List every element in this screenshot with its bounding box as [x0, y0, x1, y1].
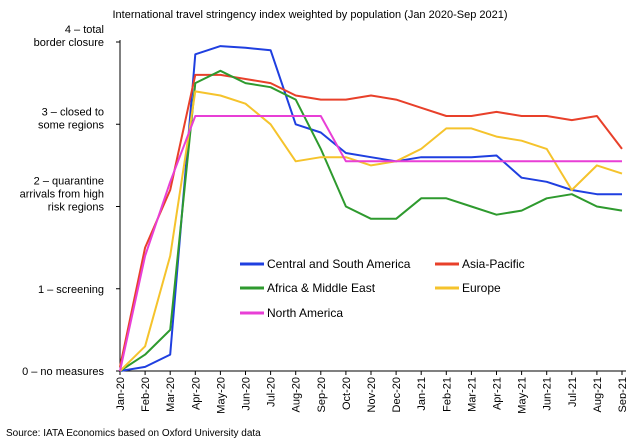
x-tick-label: Sep-21	[617, 377, 626, 412]
x-tick-label: May-21	[517, 377, 529, 414]
x-tick-label: Aug-21	[592, 377, 604, 412]
source: Source: IATA Economics based on Oxford U…	[6, 428, 261, 439]
series-line	[119, 115, 622, 372]
series-line	[119, 73, 623, 368]
x-tick-label: Feb-21	[441, 377, 453, 412]
legend-label: Africa & Middle East	[267, 281, 376, 295]
legend-label: Central and South America	[267, 257, 411, 271]
x-tick-label: Oct-20	[341, 377, 353, 410]
x-tick-label: Aug-20	[291, 377, 303, 412]
y-tick-label: 4 – total border closure	[34, 24, 104, 49]
series-line	[119, 45, 622, 372]
x-tick-label: Feb-20	[140, 377, 152, 412]
y-tick-label: 1 – screening	[38, 284, 104, 296]
legend-label: Europe	[462, 281, 501, 295]
x-tick-label: Mar-21	[466, 377, 478, 412]
legend-label: Asia-Pacific	[462, 257, 525, 271]
x-tick-label: Nov-20	[366, 377, 378, 412]
x-tick-label: Jul-21	[567, 377, 579, 407]
x-tick-label: Apr-21	[492, 377, 504, 410]
x-tick-label: May-20	[215, 377, 227, 414]
x-tick-label: Jun-21	[542, 377, 554, 411]
y-tick-label: 0 – no measures	[22, 366, 104, 378]
series-line	[119, 69, 623, 372]
y-tick-label: 2 – quarantine arrivals from high risk reg…	[20, 176, 105, 214]
x-tick-label: Mar-20	[165, 377, 177, 412]
x-tick-label: Jul-20	[266, 377, 278, 407]
x-tick-label: Dec-20	[391, 377, 403, 412]
series-line	[119, 90, 623, 372]
x-tick-label: Jan-20	[115, 377, 127, 411]
x-tick-label: Jun-20	[241, 377, 253, 411]
x-tick-label: Sep-20	[316, 377, 328, 412]
chart-title: International travel stringency index we…	[112, 9, 507, 21]
x-tick-label: Jan-21	[416, 377, 428, 411]
legend-label: North America	[267, 306, 343, 320]
x-tick-label: Apr-20	[190, 377, 202, 410]
y-tick-label: 3 – closed to some regions	[38, 106, 105, 131]
